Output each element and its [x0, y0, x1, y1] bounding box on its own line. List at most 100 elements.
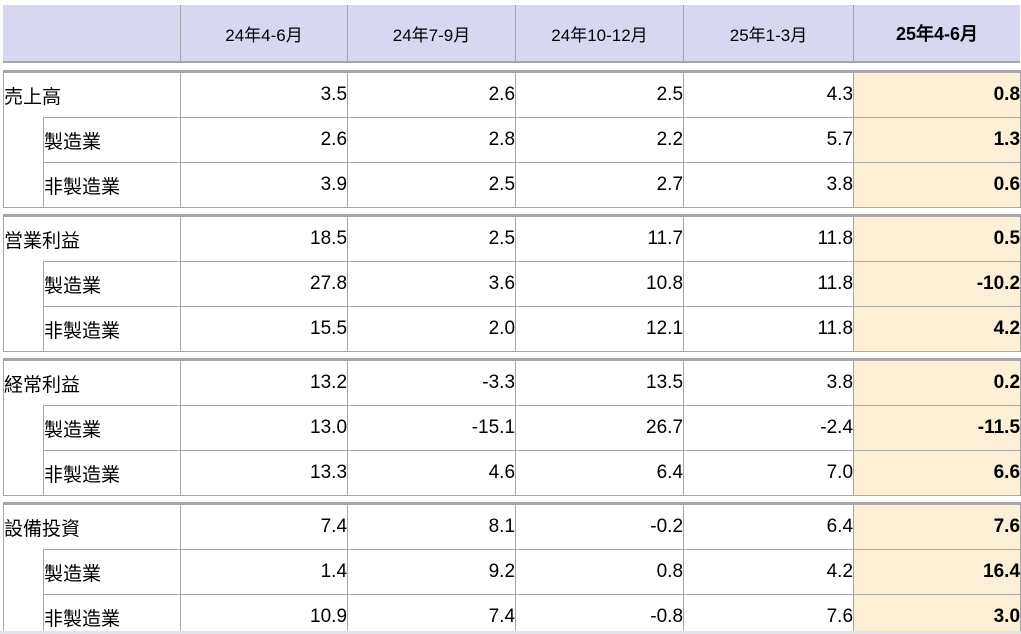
value-cell: 2.6 [347, 71, 517, 118]
value-cell: 6.4 [683, 503, 855, 550]
value-cell: 12.1 [515, 306, 685, 352]
value-cell: 13.2 [180, 359, 349, 406]
value-cell: 4.6 [347, 450, 517, 496]
value-cell: -2.4 [683, 405, 855, 451]
table-group: 営業利益 18.5 2.5 11.7 11.8 0.5 製造業 27.8 3.6 10.8 1… [3, 214, 1021, 352]
value-cell: 4.2 [683, 549, 855, 595]
value-cell: -11.5 [853, 405, 1021, 451]
indent-cell [3, 549, 44, 634]
value-cell: 3.6 [347, 261, 517, 307]
value-cell: 1.4 [180, 549, 349, 595]
sub-row-label: 非製造業 [42, 306, 182, 352]
value-cell: -10.2 [853, 261, 1021, 307]
sub-row-label: 非製造業 [42, 594, 182, 634]
sub-row-label: 製造業 [42, 117, 182, 163]
value-cell: -0.8 [515, 594, 685, 634]
value-cell: 26.7 [515, 405, 685, 451]
value-cell: 0.8 [853, 71, 1021, 118]
value-cell: 7.4 [180, 503, 349, 550]
value-cell: 2.7 [515, 162, 685, 208]
header-corner-cell [3, 5, 180, 61]
value-cell: 3.9 [180, 162, 349, 208]
value-cell: 4.3 [683, 71, 855, 118]
sub-row: 製造業 13.0 -15.1 26.7 -2.4 -11.5 [3, 405, 1021, 496]
value-cell: 0.5 [853, 215, 1021, 262]
value-cell: 3.0 [853, 594, 1021, 634]
sub-row-label: 非製造業 [42, 162, 182, 208]
value-cell: 16.4 [853, 549, 1021, 595]
value-cell: 0.6 [853, 162, 1021, 208]
sub-row: 非製造業 10.9 7.4 -0.8 7.6 3.0 [4, 594, 1021, 634]
value-cell: 7.4 [347, 594, 517, 634]
value-cell: 1.3 [853, 117, 1021, 163]
value-cell: 2.0 [347, 306, 517, 352]
sub-row: 製造業 1.4 9.2 0.8 4.2 16.4 [3, 549, 1021, 634]
value-cell: 11.8 [683, 215, 855, 262]
value-cell: 3.5 [180, 71, 349, 118]
sub-row: 非製造業 13.3 4.6 6.4 7.0 6.6 [4, 450, 1021, 496]
value-cell: 13.5 [515, 359, 685, 406]
group-label: 経常利益 [3, 359, 182, 406]
value-cell: 9.2 [347, 549, 517, 595]
value-cell: 2.2 [515, 117, 685, 163]
value-cell: 0.8 [515, 549, 685, 595]
table-group: 売上高 3.5 2.6 2.5 4.3 0.8 製造業 2.6 2.8 2.2 5.7 1.3 … [3, 70, 1021, 208]
group-total-row: 売上高 3.5 2.6 2.5 4.3 0.8 [3, 71, 1021, 118]
indent-cell [3, 405, 44, 496]
sub-row: 製造業 2.6 2.8 2.2 5.7 1.3 [3, 117, 1021, 208]
value-cell: 10.9 [180, 594, 349, 634]
value-cell: 6.4 [515, 450, 685, 496]
value-cell: -15.1 [347, 405, 517, 451]
table-header: 24年4-6月 24年7-9月 24年10-12月 25年1-3月 25年4-6… [3, 5, 1020, 63]
group-total-row: 営業利益 18.5 2.5 11.7 11.8 0.5 [3, 215, 1021, 262]
sub-row-label: 製造業 [42, 405, 182, 451]
value-cell: 6.6 [853, 450, 1021, 496]
header-col-25q1: 25年1-3月 [683, 5, 853, 61]
value-cell: -3.3 [347, 359, 517, 406]
group-label: 売上高 [3, 71, 182, 118]
value-cell: 2.5 [515, 71, 685, 118]
value-cell: 2.5 [347, 215, 517, 262]
value-cell: 7.6 [683, 594, 855, 634]
value-cell: 4.2 [853, 306, 1021, 352]
value-cell: 15.5 [180, 306, 349, 352]
value-cell: 18.5 [180, 215, 349, 262]
value-cell: 11.7 [515, 215, 685, 262]
sub-row-label: 製造業 [42, 261, 182, 307]
bottom-edge-strip [0, 631, 1021, 634]
value-cell: 2.8 [347, 117, 517, 163]
value-cell: 3.8 [683, 359, 855, 406]
group-label: 営業利益 [3, 215, 182, 262]
value-cell: 13.0 [180, 405, 349, 451]
table-body: 売上高 3.5 2.6 2.5 4.3 0.8 製造業 2.6 2.8 2.2 5.7 1.3 … [3, 70, 1021, 634]
header-col-25q2: 25年4-6月 [853, 5, 1020, 61]
indent-cell [3, 261, 44, 352]
header-col-24q4: 24年10-12月 [515, 5, 683, 61]
value-cell: 11.8 [683, 306, 855, 352]
sub-row: 製造業 27.8 3.6 10.8 11.8 -10.2 [3, 261, 1021, 352]
value-cell: 7.0 [683, 450, 855, 496]
sub-row-label: 製造業 [42, 549, 182, 595]
value-cell: -0.2 [515, 503, 685, 550]
group-label: 設備投資 [3, 503, 182, 550]
value-cell: 11.8 [683, 261, 855, 307]
group-total-row: 設備投資 7.4 8.1 -0.2 6.4 7.6 [3, 503, 1021, 550]
header-col-24q3: 24年7-9月 [347, 5, 515, 61]
value-cell: 3.8 [683, 162, 855, 208]
value-cell: 8.1 [347, 503, 517, 550]
value-cell: 10.8 [515, 261, 685, 307]
value-cell: 5.7 [683, 117, 855, 163]
group-total-row: 経常利益 13.2 -3.3 13.5 3.8 0.2 [3, 359, 1021, 406]
indent-cell [3, 117, 44, 208]
table-group: 経常利益 13.2 -3.3 13.5 3.8 0.2 製造業 13.0 -15.1 26.… [3, 358, 1021, 496]
value-cell: 2.6 [180, 117, 349, 163]
table-group: 設備投資 7.4 8.1 -0.2 6.4 7.6 製造業 1.4 9.2 0.8 4.2 16… [3, 502, 1021, 634]
sub-row-label: 非製造業 [42, 450, 182, 496]
header-col-24q2: 24年4-6月 [180, 5, 347, 61]
value-cell: 13.3 [180, 450, 349, 496]
value-cell: 2.5 [347, 162, 517, 208]
value-cell: 7.6 [853, 503, 1021, 550]
value-cell: 0.2 [853, 359, 1021, 406]
sub-row: 非製造業 3.9 2.5 2.7 3.8 0.6 [4, 162, 1021, 208]
